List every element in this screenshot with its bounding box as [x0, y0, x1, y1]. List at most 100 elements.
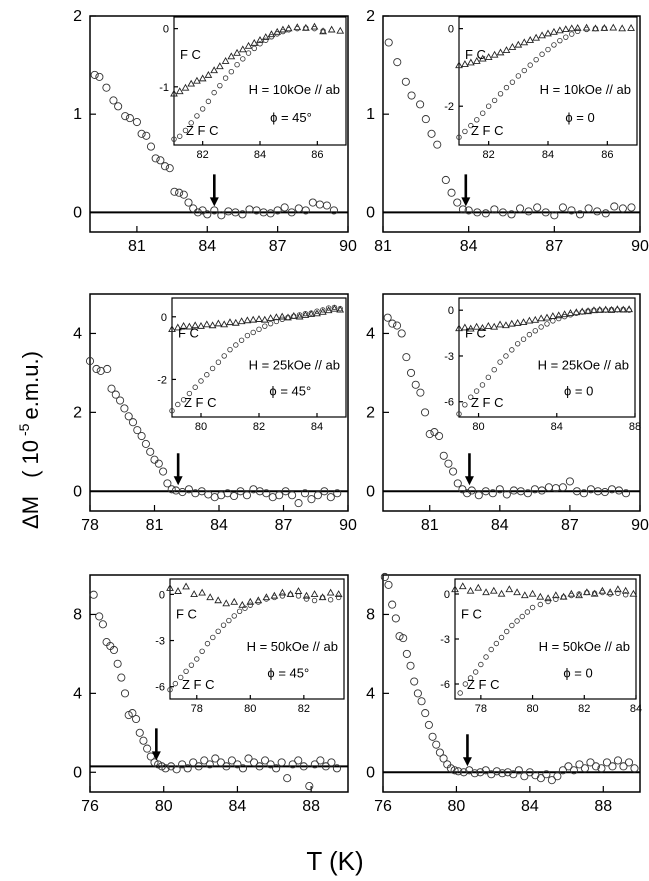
zfc-point	[509, 347, 515, 353]
fc-point	[237, 317, 246, 325]
fc-point	[302, 591, 311, 599]
inset-y-tick-label: -2	[444, 101, 454, 113]
data-point	[463, 489, 472, 498]
zfc-point	[182, 127, 189, 134]
zfc-point	[467, 675, 474, 681]
zfc-point	[262, 323, 268, 329]
fc-point	[198, 588, 206, 596]
zfc-point	[504, 628, 510, 635]
data-point	[601, 209, 610, 218]
fc-point	[578, 307, 587, 315]
data-point	[301, 206, 310, 215]
data-point	[421, 709, 430, 718]
data-point	[146, 447, 155, 456]
fc-point	[197, 321, 205, 329]
data-point	[536, 774, 545, 783]
zfc-point	[472, 669, 479, 675]
fc-point	[627, 24, 635, 31]
zfc-point	[177, 133, 183, 139]
data-point	[421, 115, 430, 124]
phi-label: ϕ = 0	[565, 110, 594, 125]
fc-point	[238, 600, 247, 608]
data-point	[547, 776, 556, 785]
zfc-point	[188, 662, 195, 668]
fc-point	[310, 590, 319, 598]
data-point	[435, 431, 444, 441]
field-label: H = 10kOe // ab	[540, 82, 631, 97]
fc-point	[544, 29, 552, 37]
zfc-point	[194, 656, 200, 662]
zfc-label: Z F C	[471, 395, 504, 410]
zfc-point	[244, 332, 251, 339]
zfc-point	[602, 307, 609, 313]
fc-point	[202, 320, 211, 328]
panel-x-tick-label: 81	[374, 238, 392, 255]
tc-arrow-head	[462, 757, 472, 767]
data-point	[476, 768, 485, 777]
phi-label: ϕ = 45°	[269, 384, 311, 399]
data-point	[299, 762, 308, 771]
data-point	[321, 762, 330, 771]
zfc-point	[271, 594, 278, 601]
data-point	[474, 491, 483, 500]
zfc-point	[279, 316, 285, 322]
fc-point	[250, 38, 259, 46]
zfc-point	[539, 51, 545, 57]
fc-point	[255, 315, 263, 322]
fc-point	[455, 324, 463, 332]
data-point	[450, 766, 459, 775]
data-point	[384, 580, 393, 589]
zfc-point	[474, 117, 480, 123]
fc-point	[327, 25, 336, 33]
panel-x-tick-label: 84	[521, 798, 539, 815]
zfc-point	[337, 305, 343, 312]
fc-point	[508, 43, 517, 50]
fc-point	[537, 314, 546, 322]
fc-point	[621, 586, 630, 594]
data-point	[553, 772, 562, 781]
zfc-point	[199, 106, 206, 112]
panel-x-tick-label: 84	[491, 517, 509, 534]
data-point	[283, 774, 292, 783]
panel-y-tick-label: 2	[366, 8, 375, 25]
data-point	[498, 208, 507, 217]
zfc-point	[585, 308, 591, 314]
panel-frame	[382, 293, 641, 512]
zfc-point	[221, 353, 227, 359]
zfc-point	[178, 674, 184, 681]
zfc-point	[567, 312, 574, 318]
zfc-point	[311, 597, 318, 604]
fc-point	[220, 320, 229, 328]
data-point	[146, 142, 156, 151]
panel-y-tick-label: 4	[73, 685, 82, 702]
fc-point	[472, 322, 481, 330]
data-point	[464, 206, 473, 215]
data-point	[407, 91, 416, 100]
zfc-point	[257, 41, 263, 47]
zfc-label: Z F C	[471, 123, 504, 138]
fc-label: F C	[180, 47, 201, 62]
data-point	[89, 590, 98, 599]
data-point	[542, 770, 551, 779]
data-point	[109, 645, 119, 655]
panel-x-tick-label: 80	[155, 798, 173, 815]
data-point	[294, 204, 303, 213]
zfc-label: Z F C	[182, 677, 215, 692]
field-label: H = 25kOe // ab	[538, 357, 629, 372]
data-point	[524, 207, 533, 216]
y-axis-exponent: -5	[16, 423, 32, 436]
inset-y-tick-label: -2	[157, 374, 167, 386]
fc-point	[198, 74, 207, 82]
zfc-point	[584, 589, 590, 596]
zfc-point	[468, 394, 474, 400]
tc-arrow-head	[151, 751, 161, 761]
data-point	[281, 487, 290, 496]
inset-x-tick-label: 84	[542, 149, 554, 161]
zfc-point	[576, 591, 582, 597]
zfc-point	[267, 320, 274, 327]
field-label: H = 10kOe // ab	[249, 82, 340, 97]
data-point	[171, 486, 181, 495]
data-point	[621, 489, 631, 498]
data-point	[200, 756, 209, 765]
data-point	[85, 357, 95, 366]
